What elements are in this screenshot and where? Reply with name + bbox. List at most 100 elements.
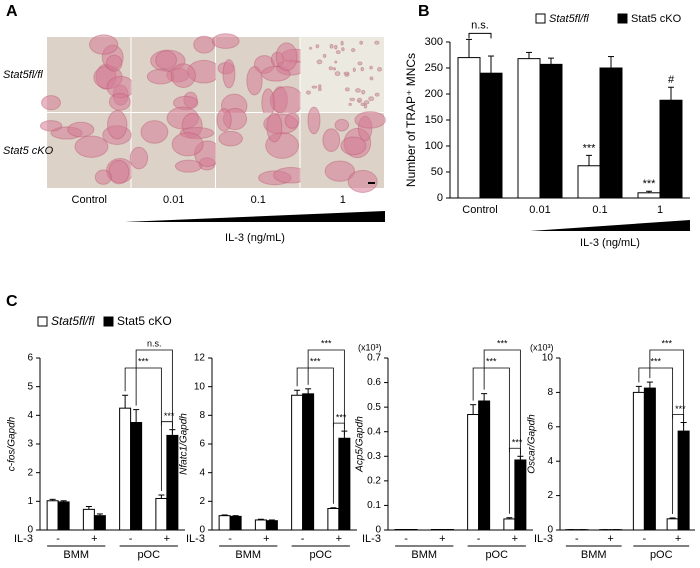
cell bbox=[333, 44, 338, 50]
cell bbox=[284, 112, 300, 129]
scale-bar bbox=[368, 182, 375, 184]
annotation: *** bbox=[486, 356, 497, 366]
legend-swatch bbox=[535, 13, 546, 24]
cell bbox=[311, 85, 318, 89]
bar bbox=[478, 400, 491, 531]
legend-label: Stat5 cKO bbox=[117, 314, 172, 328]
bar bbox=[677, 430, 690, 531]
annotation: *** bbox=[497, 338, 508, 348]
bar bbox=[599, 67, 623, 199]
bracket bbox=[483, 349, 521, 461]
panel-label: C bbox=[6, 293, 18, 310]
scale-label: (x10³) bbox=[358, 342, 382, 352]
cell bbox=[360, 102, 365, 107]
cell bbox=[322, 128, 341, 152]
cell bbox=[334, 71, 341, 77]
bracket bbox=[296, 367, 334, 504]
cell bbox=[261, 88, 275, 118]
y-tick-label: 250 bbox=[425, 62, 443, 74]
x-tick-label: + bbox=[675, 533, 681, 545]
cell bbox=[368, 96, 375, 102]
y-tick-label: 100 bbox=[425, 140, 443, 152]
cell bbox=[74, 135, 109, 158]
cell bbox=[349, 97, 356, 102]
y-tick-label: 50 bbox=[431, 166, 443, 178]
annotation: *** bbox=[336, 412, 347, 422]
legend-label: Stat5fl/fl bbox=[549, 13, 589, 25]
x-axis-label: IL-3 (ng/mL) bbox=[225, 232, 285, 244]
column-label: 0.01 bbox=[163, 194, 184, 206]
cell bbox=[360, 66, 365, 72]
y-tick-label: 0.7 bbox=[367, 353, 381, 364]
y-tick-label: 8 bbox=[199, 410, 205, 421]
bar bbox=[119, 407, 132, 531]
cell bbox=[324, 160, 356, 182]
group-label: BMM bbox=[235, 549, 261, 561]
x-axis-label: IL-3 bbox=[534, 533, 553, 545]
cell bbox=[107, 110, 128, 140]
bracket bbox=[307, 349, 345, 436]
annotation: *** bbox=[675, 404, 686, 414]
bar bbox=[291, 394, 304, 531]
dose-wedge bbox=[530, 220, 690, 231]
y-tick-label: 6 bbox=[547, 421, 553, 432]
y-tick-label: 2 bbox=[199, 496, 205, 507]
cell bbox=[348, 102, 352, 106]
bar bbox=[517, 58, 541, 199]
column-label: Control bbox=[72, 194, 107, 206]
legend-swatch bbox=[103, 316, 114, 327]
group-label: BMM bbox=[63, 549, 89, 561]
annotation: *** bbox=[321, 338, 332, 348]
x-axis-label: IL-3 bbox=[186, 533, 205, 545]
cell bbox=[146, 68, 175, 85]
legend-swatch bbox=[37, 316, 48, 327]
x-tick-label: + bbox=[164, 533, 170, 545]
x-axis-label: IL-3 (ng/mL) bbox=[580, 237, 640, 249]
annotation: n.s. bbox=[147, 338, 162, 348]
row-label: Stat5 cKO bbox=[3, 145, 54, 157]
cell bbox=[369, 76, 374, 81]
cell bbox=[355, 88, 361, 93]
legend-label: Stat5fl/fl bbox=[51, 314, 95, 328]
cell bbox=[347, 169, 378, 193]
bar bbox=[539, 63, 563, 199]
cell bbox=[334, 60, 338, 64]
cell bbox=[261, 65, 291, 82]
bracket bbox=[160, 421, 173, 428]
y-tick-label: 3 bbox=[27, 439, 33, 450]
cell bbox=[211, 33, 240, 49]
y-tick-label: 0.6 bbox=[367, 377, 381, 388]
bracket bbox=[332, 422, 345, 430]
cell bbox=[354, 111, 386, 129]
bracket bbox=[649, 349, 685, 427]
bracket bbox=[135, 349, 173, 434]
cell bbox=[350, 48, 356, 53]
cell bbox=[316, 59, 323, 65]
group-label: pOC bbox=[485, 549, 508, 561]
y-tick-label: 6 bbox=[199, 439, 205, 450]
cell bbox=[170, 63, 196, 88]
cell bbox=[344, 87, 350, 92]
cell bbox=[105, 54, 123, 72]
y-tick-label: 5 bbox=[27, 381, 33, 392]
y-tick-label: 0.3 bbox=[367, 451, 381, 462]
x-tick-label: + bbox=[439, 533, 445, 545]
cell bbox=[193, 35, 216, 54]
cell bbox=[359, 40, 364, 45]
cell bbox=[307, 106, 321, 135]
bar bbox=[265, 520, 278, 531]
group-label: BMM bbox=[411, 549, 437, 561]
annotation: *** bbox=[661, 338, 672, 348]
cell bbox=[41, 95, 61, 111]
cell bbox=[155, 50, 177, 70]
y-tick-label: 0.2 bbox=[367, 475, 381, 486]
annotation: *** bbox=[643, 178, 657, 190]
bar bbox=[632, 391, 645, 531]
bar bbox=[46, 500, 59, 531]
cell bbox=[174, 159, 203, 173]
y-tick-label: 4 bbox=[27, 410, 33, 421]
bar bbox=[503, 518, 516, 531]
cell bbox=[363, 100, 370, 105]
bar bbox=[457, 57, 481, 199]
bracket bbox=[468, 32, 492, 39]
